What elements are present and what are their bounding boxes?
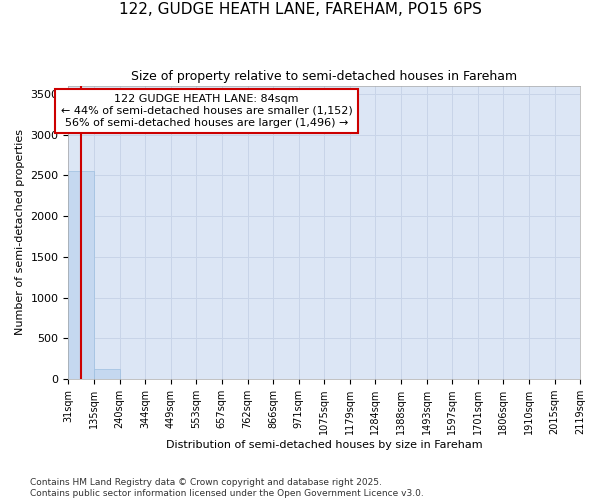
Text: Contains HM Land Registry data © Crown copyright and database right 2025.
Contai: Contains HM Land Registry data © Crown c… — [30, 478, 424, 498]
Y-axis label: Number of semi-detached properties: Number of semi-detached properties — [15, 130, 25, 336]
Text: 122, GUDGE HEATH LANE, FAREHAM, PO15 6PS: 122, GUDGE HEATH LANE, FAREHAM, PO15 6PS — [119, 2, 481, 18]
X-axis label: Distribution of semi-detached houses by size in Fareham: Distribution of semi-detached houses by … — [166, 440, 482, 450]
Bar — [94, 370, 119, 379]
Text: 122 GUDGE HEATH LANE: 84sqm  
← 44% of semi-detached houses are smaller (1,152)
: 122 GUDGE HEATH LANE: 84sqm ← 44% of sem… — [61, 94, 352, 128]
Title: Size of property relative to semi-detached houses in Fareham: Size of property relative to semi-detach… — [131, 70, 517, 83]
Bar — [68, 171, 94, 379]
